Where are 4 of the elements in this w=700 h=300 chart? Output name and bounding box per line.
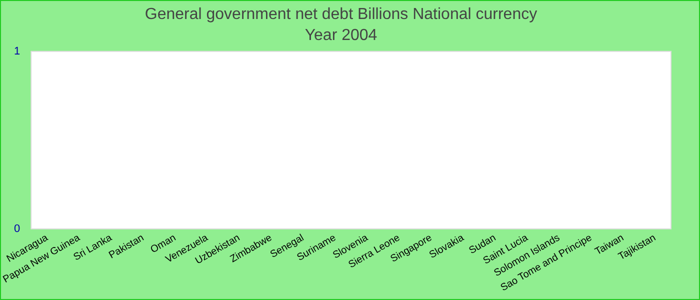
chart-title: General government net debt Billions National currency [144,6,538,24]
y-tick-label: 1 [14,45,20,58]
y-tick-label: 0 [14,222,20,235]
chart-subtitle: Year 2004 [304,27,378,44]
